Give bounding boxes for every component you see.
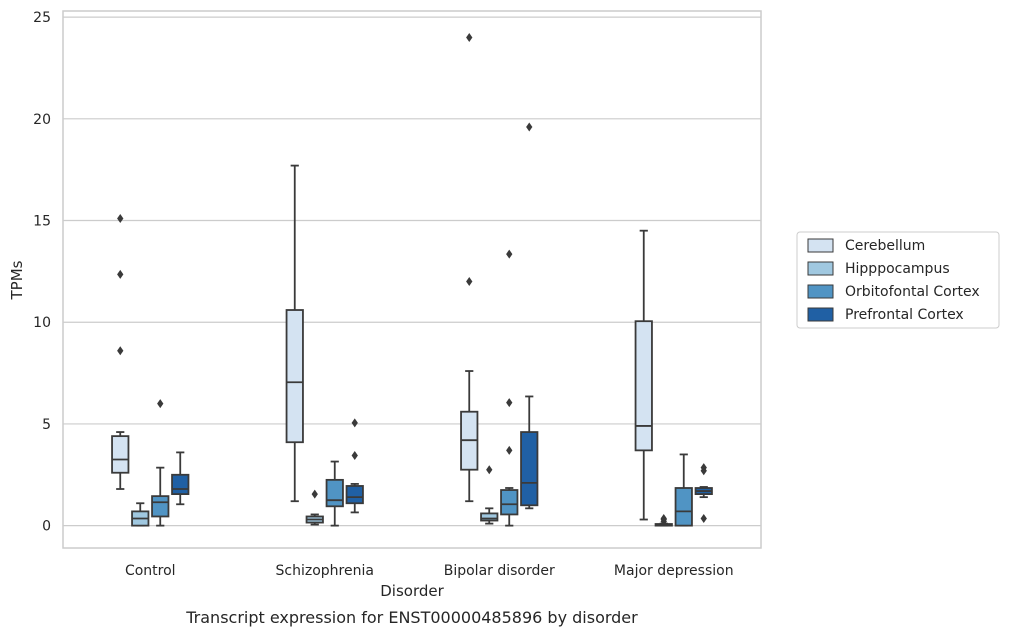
box-body xyxy=(345,485,364,505)
outlier-point xyxy=(351,450,358,460)
box-body xyxy=(480,512,499,522)
box xyxy=(480,465,499,525)
category-group xyxy=(460,32,539,527)
box xyxy=(285,164,304,503)
plot-frame xyxy=(62,10,762,549)
x-tick-labels: Control Schizophrenia Bipolar disorder Majo… xyxy=(125,563,734,579)
outlier-point xyxy=(311,489,318,499)
legend-label: Orbitofontal Cortex xyxy=(845,284,980,300)
box-body xyxy=(171,473,190,495)
y-tick-label: 20 xyxy=(33,112,51,128)
y-tick-labels: 0 5 10 15 20 25 xyxy=(33,10,51,535)
outlier-point xyxy=(466,32,473,42)
box xyxy=(171,451,190,506)
outlier-point xyxy=(486,465,493,475)
box-body xyxy=(111,435,130,474)
outlier-point xyxy=(506,445,513,455)
box-body xyxy=(634,320,653,452)
box xyxy=(325,460,344,527)
legend-swatch xyxy=(807,238,834,253)
box xyxy=(694,463,713,524)
outlier-point xyxy=(700,514,707,524)
y-tick-label: 5 xyxy=(42,417,51,433)
legend-swatch xyxy=(807,284,834,299)
chart-caption: Transcript expression for ENST0000048589… xyxy=(185,608,638,627)
y-tick-label: 10 xyxy=(33,315,51,331)
box xyxy=(674,453,693,527)
y-tick-label: 25 xyxy=(33,10,51,26)
category-group xyxy=(111,213,190,527)
legend: Cerebellum Hipppocampus Orbitofontal Corte… xyxy=(796,231,1000,329)
outlier-point xyxy=(117,269,124,279)
box-body xyxy=(500,489,519,516)
outlier-point xyxy=(700,463,707,473)
outlier-point xyxy=(157,399,164,409)
category-group xyxy=(285,164,364,527)
box-body xyxy=(674,487,693,527)
category-group xyxy=(634,229,713,527)
grid-lines xyxy=(63,16,761,527)
legend-label: Hipppocampus xyxy=(845,261,950,277)
outlier-point xyxy=(466,277,473,287)
box xyxy=(654,514,673,527)
box xyxy=(345,418,364,514)
y-tick-label: 15 xyxy=(33,214,51,230)
outlier-point xyxy=(506,249,513,259)
box xyxy=(305,489,324,526)
box xyxy=(460,32,479,503)
x-tick-label: Control xyxy=(125,563,176,579)
box xyxy=(151,399,170,527)
outlier-point xyxy=(526,122,533,132)
x-tick-label: Bipolar disorder xyxy=(444,563,555,579)
box xyxy=(111,213,130,490)
outlier-point xyxy=(660,514,667,524)
box xyxy=(634,229,653,521)
y-axis-label: TPMs xyxy=(8,260,26,300)
legend-frame xyxy=(796,231,1000,329)
legend-swatch xyxy=(807,307,834,322)
y-tick-label: 0 xyxy=(42,519,51,535)
box-groups xyxy=(111,32,713,527)
box xyxy=(520,122,539,510)
legend-label: Cerebellum xyxy=(845,238,925,254)
outlier-point xyxy=(506,398,513,408)
legend-label: Prefrontal Cortex xyxy=(845,307,964,323)
outlier-point xyxy=(117,213,124,223)
box-body xyxy=(285,309,304,444)
legend-swatch xyxy=(807,261,834,276)
x-tick-label: Schizophrenia xyxy=(276,563,374,579)
x-axis-label: Disorder xyxy=(380,582,444,600)
outlier-point xyxy=(117,346,124,356)
box xyxy=(131,502,150,527)
box-body xyxy=(151,495,170,518)
box-body xyxy=(325,478,344,508)
box-body xyxy=(520,431,539,507)
x-tick-label: Major depression xyxy=(614,563,734,579)
outlier-point xyxy=(351,418,358,428)
box xyxy=(500,249,519,527)
